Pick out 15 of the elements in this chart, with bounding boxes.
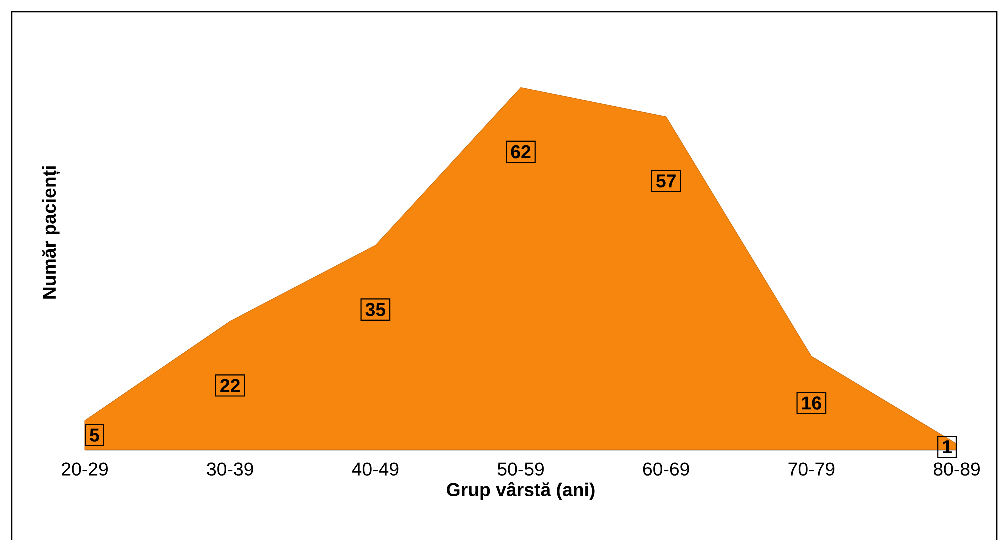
x-tick-label: 60-69 [643,462,690,476]
x-tick-label: 50-59 [498,462,544,476]
data-label: 5 [90,428,100,442]
x-tick-label: 30-39 [207,462,254,476]
data-label: 22 [220,379,240,392]
x-axis-title: Grup vârstă (ani) [447,482,595,500]
x-tick-label: 70-79 [788,462,835,476]
x-tick-label: 40-49 [352,462,399,476]
data-label: 62 [511,145,531,159]
data-label: 16 [802,396,822,410]
y-axis-title: Număr pacienți [42,166,60,299]
x-tick-label: 80-89 [934,462,980,476]
data-label: 57 [656,174,676,188]
data-label: 35 [366,303,386,316]
x-tick-label: 20-29 [62,462,108,476]
